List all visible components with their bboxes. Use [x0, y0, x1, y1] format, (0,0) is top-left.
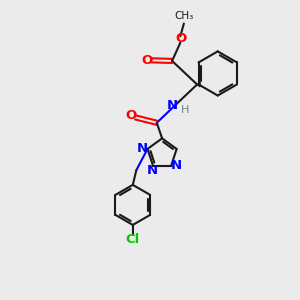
Text: N: N	[137, 142, 148, 155]
Text: N: N	[170, 159, 182, 172]
Polygon shape	[197, 82, 200, 87]
Text: O: O	[142, 54, 153, 67]
Text: Cl: Cl	[126, 233, 140, 246]
Text: O: O	[175, 32, 186, 45]
Text: H: H	[181, 105, 190, 115]
Text: O: O	[126, 109, 137, 122]
Text: N: N	[147, 164, 158, 177]
Text: CH₃: CH₃	[175, 11, 194, 21]
Text: N: N	[167, 99, 178, 112]
